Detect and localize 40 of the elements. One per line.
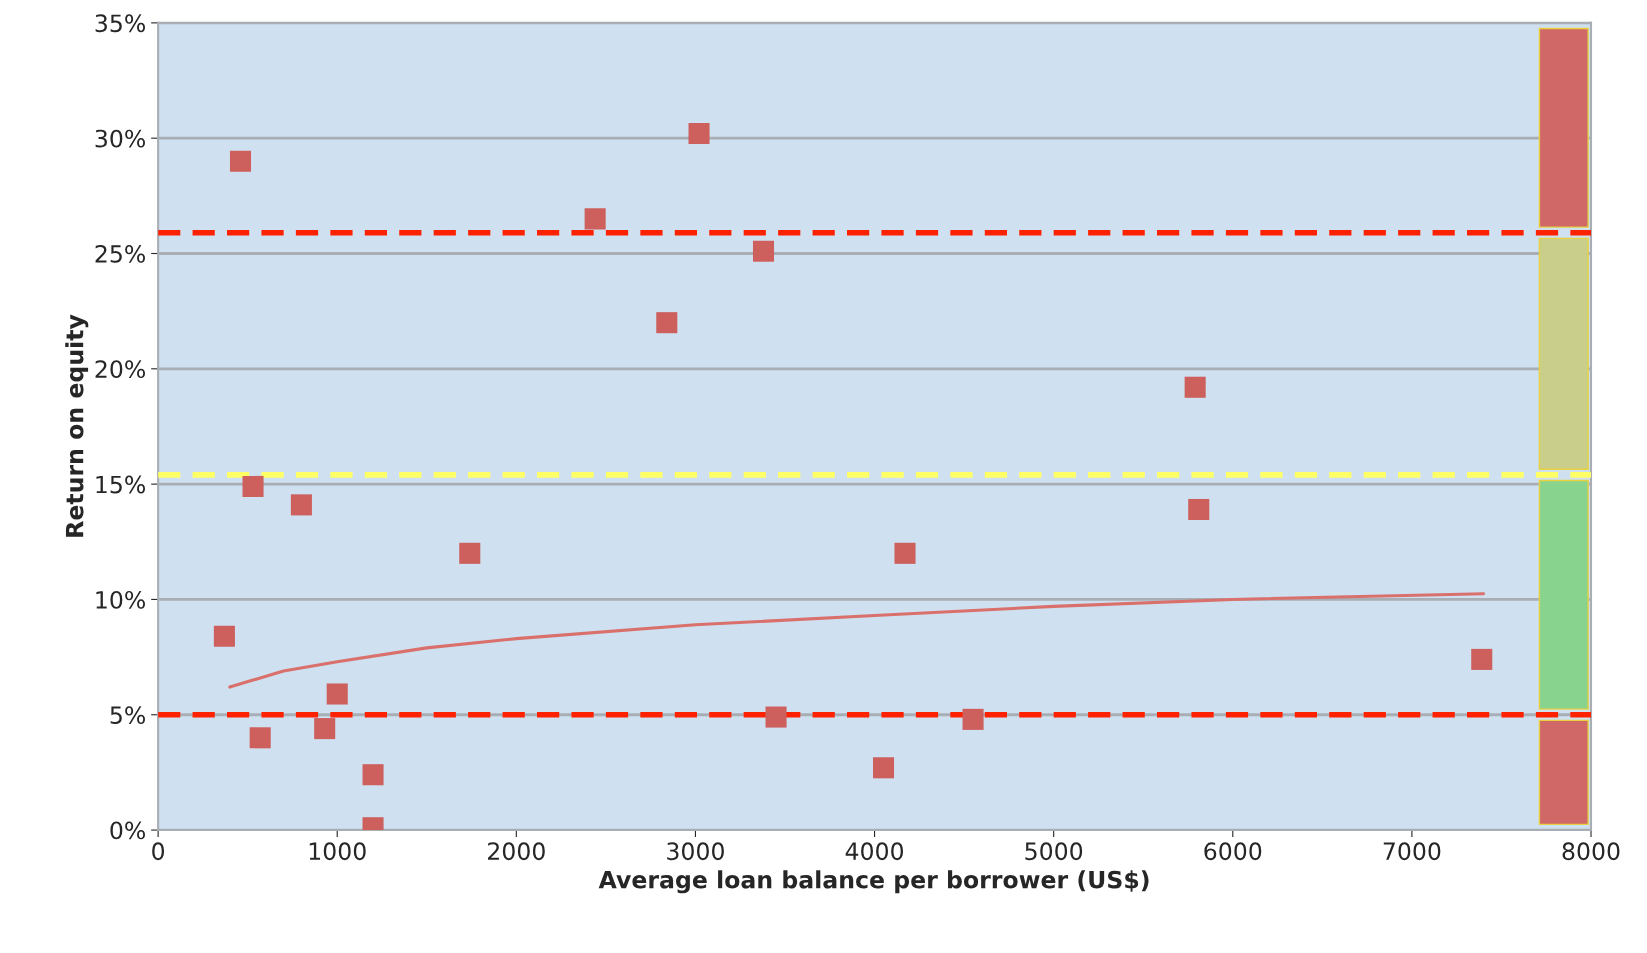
y-tick-label: 5% (110, 706, 145, 725)
point (249, 727, 271, 749)
x-tick-label: 2000 (488, 842, 545, 861)
y-tick-label: 15% (96, 475, 145, 494)
point (1184, 376, 1206, 398)
x-tick-label: 5000 (1025, 842, 1083, 861)
x-tick-label: 3000 (667, 842, 724, 861)
point (752, 240, 775, 262)
x-tick-label: 4000 (845, 842, 904, 861)
point (1188, 498, 1210, 521)
y-tick-label: 0% (110, 821, 145, 840)
point (584, 208, 606, 230)
y-tick-label: 30% (95, 129, 145, 148)
x-tick-label: 0 (152, 842, 165, 861)
y-tick-label: 35% (95, 14, 145, 33)
point (894, 542, 916, 564)
point (314, 718, 336, 740)
point (213, 625, 235, 647)
y-tick-label: 25% (95, 244, 145, 263)
point (688, 123, 710, 145)
line-series (228, 592, 1486, 689)
x-tick-label: 1000 (309, 842, 366, 861)
point (290, 494, 312, 516)
x-tick-label: 6000 (1204, 842, 1262, 861)
x-tick-label: 7000 (1383, 842, 1441, 861)
point (656, 312, 678, 334)
point (1471, 648, 1493, 670)
y-axis-title: Return on equity (65, 314, 89, 537)
point (459, 542, 481, 564)
point (326, 683, 348, 705)
y-tick-label: 10% (96, 590, 145, 609)
point (229, 150, 252, 172)
x-axis-title: Average loan balance per borrower (US$) (598, 870, 1149, 894)
y-tick-label: 20% (95, 360, 145, 379)
point (362, 764, 384, 786)
point (765, 706, 787, 728)
x-tick-label: 8000 (1562, 842, 1620, 861)
point (242, 475, 264, 497)
point (872, 757, 895, 779)
point (962, 708, 984, 730)
